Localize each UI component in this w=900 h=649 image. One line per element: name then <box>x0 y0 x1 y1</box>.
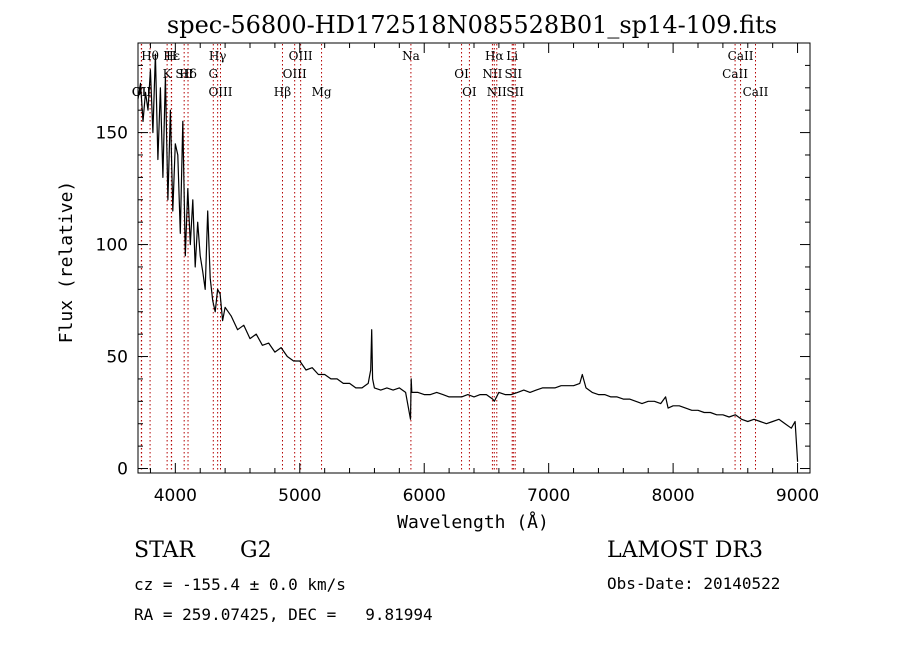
line-marker-label: NII <box>482 67 502 81</box>
chart-title: spec-56800-HD172518N085528B01_sp14-109.f… <box>167 11 777 39</box>
line-marker-label: SII <box>506 85 524 99</box>
line-marker-label: SII <box>175 67 193 81</box>
x-tick-label: 9000 <box>776 486 819 506</box>
obs-date: Obs-Date: 20140522 <box>607 574 780 593</box>
x-tick-label: 4000 <box>154 486 197 506</box>
line-marker-label: OIII <box>289 49 313 63</box>
line-marker-label: H <box>166 49 176 63</box>
line-marker-label: OIII <box>208 85 232 99</box>
line-marker-label: G <box>208 67 218 81</box>
line-marker-label: OI <box>454 67 469 81</box>
y-tick-label: 50 <box>106 348 128 368</box>
y-tick-label: 100 <box>96 236 128 256</box>
survey-name: LAMOST DR3 <box>607 538 763 563</box>
line-marker-label: OII <box>132 85 152 99</box>
coordinates-readout: RA = 259.07425, DEC = 9.81994 <box>134 605 433 624</box>
line-marker-label: SII <box>504 67 522 81</box>
line-marker-label: NII <box>487 85 507 99</box>
line-marker-labels: HθKOIIHεSIIOIIHHδOIIIHγGHβOIIIOIIIMgNaOI… <box>132 49 769 99</box>
plot-frame <box>137 42 811 474</box>
line-marker-label: OI <box>462 85 477 99</box>
y-axis-label: Flux (relative) <box>56 181 77 344</box>
line-marker-label: Hθ <box>141 49 159 63</box>
x-tick-label: 6000 <box>403 486 446 506</box>
line-marker-label: Hα <box>485 49 504 63</box>
object-class: STAR <box>134 538 196 563</box>
y-tick-label: 0 <box>117 460 128 480</box>
line-marker-label: Hβ <box>274 85 291 99</box>
line-marker-label: K <box>163 67 173 81</box>
x-tick-label: 8000 <box>651 486 694 506</box>
redshift-readout: cz = -155.4 ± 0.0 km/s <box>134 575 346 594</box>
x-tick-label: 5000 <box>278 486 321 506</box>
series-line-flux <box>137 53 799 462</box>
line-markers <box>140 44 756 472</box>
line-marker-label: Na <box>402 49 420 63</box>
line-marker-label: OIII <box>283 67 307 81</box>
series-layer <box>137 53 799 462</box>
x-axis-label: Wavelength (Å) <box>397 511 549 533</box>
line-marker-label: CaII <box>743 85 769 99</box>
line-marker-label: Li <box>506 49 518 63</box>
y-tick-label: 150 <box>96 124 128 144</box>
y-axis: 0 50 100 150 <box>96 64 810 480</box>
line-marker-label: Hδ <box>179 67 197 81</box>
object-subclass: G2 <box>240 538 272 563</box>
line-marker-label: Mg <box>312 85 332 99</box>
x-tick-label: 7000 <box>527 486 570 506</box>
line-marker-label: CaII <box>728 49 754 63</box>
line-marker-label: Hγ <box>209 49 227 63</box>
x-axis: 4000 5000 6000 7000 8000 9000 <box>149 43 819 506</box>
line-marker-label: CaII <box>722 67 748 81</box>
